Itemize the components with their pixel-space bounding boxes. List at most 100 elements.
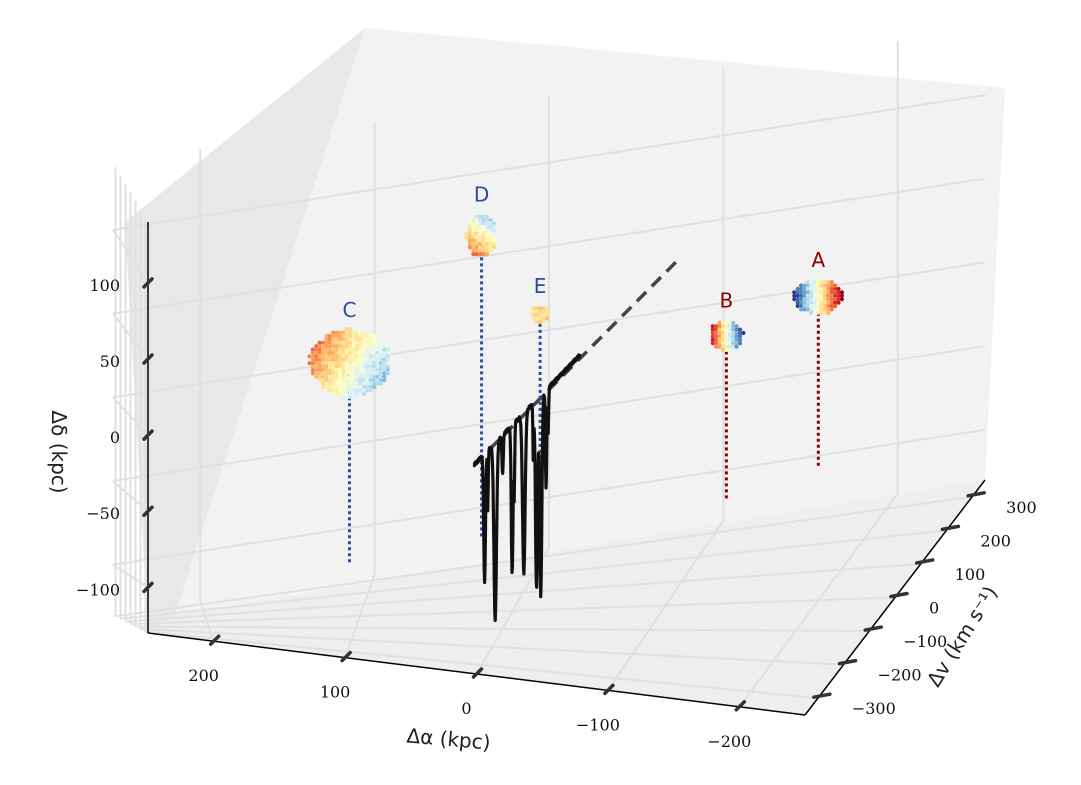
spaxel-C [344,374,349,379]
spaxel-C [338,374,343,379]
spaxel-C [365,357,370,362]
spaxel-C [324,347,329,352]
spaxel-C [317,344,322,349]
spaxel-C [351,371,356,376]
spaxel-C [310,371,315,376]
grid-line-back-d [112,261,986,399]
spaxel-C [351,333,356,339]
spaxel-C [334,381,339,386]
spaxel-C [375,374,380,379]
spaxel-C [344,340,349,345]
spaxel-A [802,303,807,309]
spaxel-C [310,357,315,362]
spaxel-C [375,357,380,362]
spaxel-A [833,303,838,309]
spaxel-C [324,381,329,386]
spaxel-D [481,248,486,253]
spaxel-E [545,316,550,321]
spaxel-C [338,330,343,335]
spaxel-C [327,388,332,393]
spaxel-C [344,388,349,393]
spaxel-C [321,378,326,383]
spaxel-C [351,388,356,393]
spaxel-C [378,357,383,362]
spaxel-C [341,371,346,376]
spaxel-A [822,286,828,292]
spaxel-C [338,340,343,345]
spaxel-C [368,333,373,339]
spaxel-C [378,364,383,369]
spaxel-C [372,357,377,362]
spaxel-C [358,388,363,393]
spaxel-D [474,235,479,240]
spaxel-C [378,344,383,349]
spaxel-D [491,241,496,247]
spaxel-C [372,367,377,373]
spaxel-C [307,354,312,359]
spaxel-A [795,293,800,298]
spaxel-C [321,367,326,373]
spaxel-C [317,378,322,383]
spaxel-E [531,306,536,311]
spaxel-B [714,327,719,332]
spaxel-B [720,334,726,339]
spaxel-E [545,306,550,311]
spaxel-C [341,344,346,349]
spaxel-C [351,361,356,366]
spaxel-C [358,333,363,339]
spaxel-E [541,319,546,324]
spaxel-C [351,330,356,335]
spaxel-C [324,371,329,376]
spaxel-D [484,238,490,243]
spaxel-B [710,330,715,336]
spaxel-C [348,381,353,386]
spaxel-E [545,309,550,314]
spaxel-B [710,337,715,342]
spaxel-C [382,374,387,379]
spaxel-C [351,384,356,390]
spaxel-A [826,280,831,285]
spaxel-C [351,391,356,396]
spaxel-A [816,286,821,292]
spaxel-B [734,327,739,332]
spaxel-C [351,395,356,400]
spaxel-B [720,320,726,325]
spaxel-A [836,297,841,302]
galaxy-velocity-fields: A B C D E [307,182,845,400]
spaxel-B [717,344,722,349]
spaxel-C [351,367,356,373]
spaxel-A [799,293,804,298]
spaxel-C [324,333,329,339]
spaxel-D [467,221,473,226]
spaxel-A [819,290,824,295]
y-tick-mark [837,658,858,666]
spaxel-A [822,283,828,288]
spaxel-C [368,361,373,366]
spaxel-C [361,391,366,396]
spaxel-A [805,303,811,309]
spaxel-C [382,347,387,352]
spaxel-C [365,374,370,379]
spaxel-D [481,228,486,233]
spaxel-C [314,364,319,369]
spaxel-E [531,313,536,318]
spaxel-E [541,306,546,311]
spaxel-C [307,361,312,366]
spaxel-C [358,374,363,379]
galaxy-label-A: A [811,248,825,272]
y-tick-label: −200 [878,666,922,685]
spaxel-C [372,350,377,356]
spaxel-D [467,235,473,240]
spaxel-A [819,280,824,285]
spaxel-C [372,354,377,359]
spaxel-C [327,354,332,359]
spaxel-C [344,330,349,335]
spaxel-C [378,367,383,373]
spaxel-C [344,357,349,362]
spaxel-C [348,357,353,362]
spaxel-B [720,347,726,353]
spaxel-A [812,283,817,288]
side-wall [125,28,365,633]
spaxel-C [361,350,366,356]
spaxel-B [720,327,726,332]
